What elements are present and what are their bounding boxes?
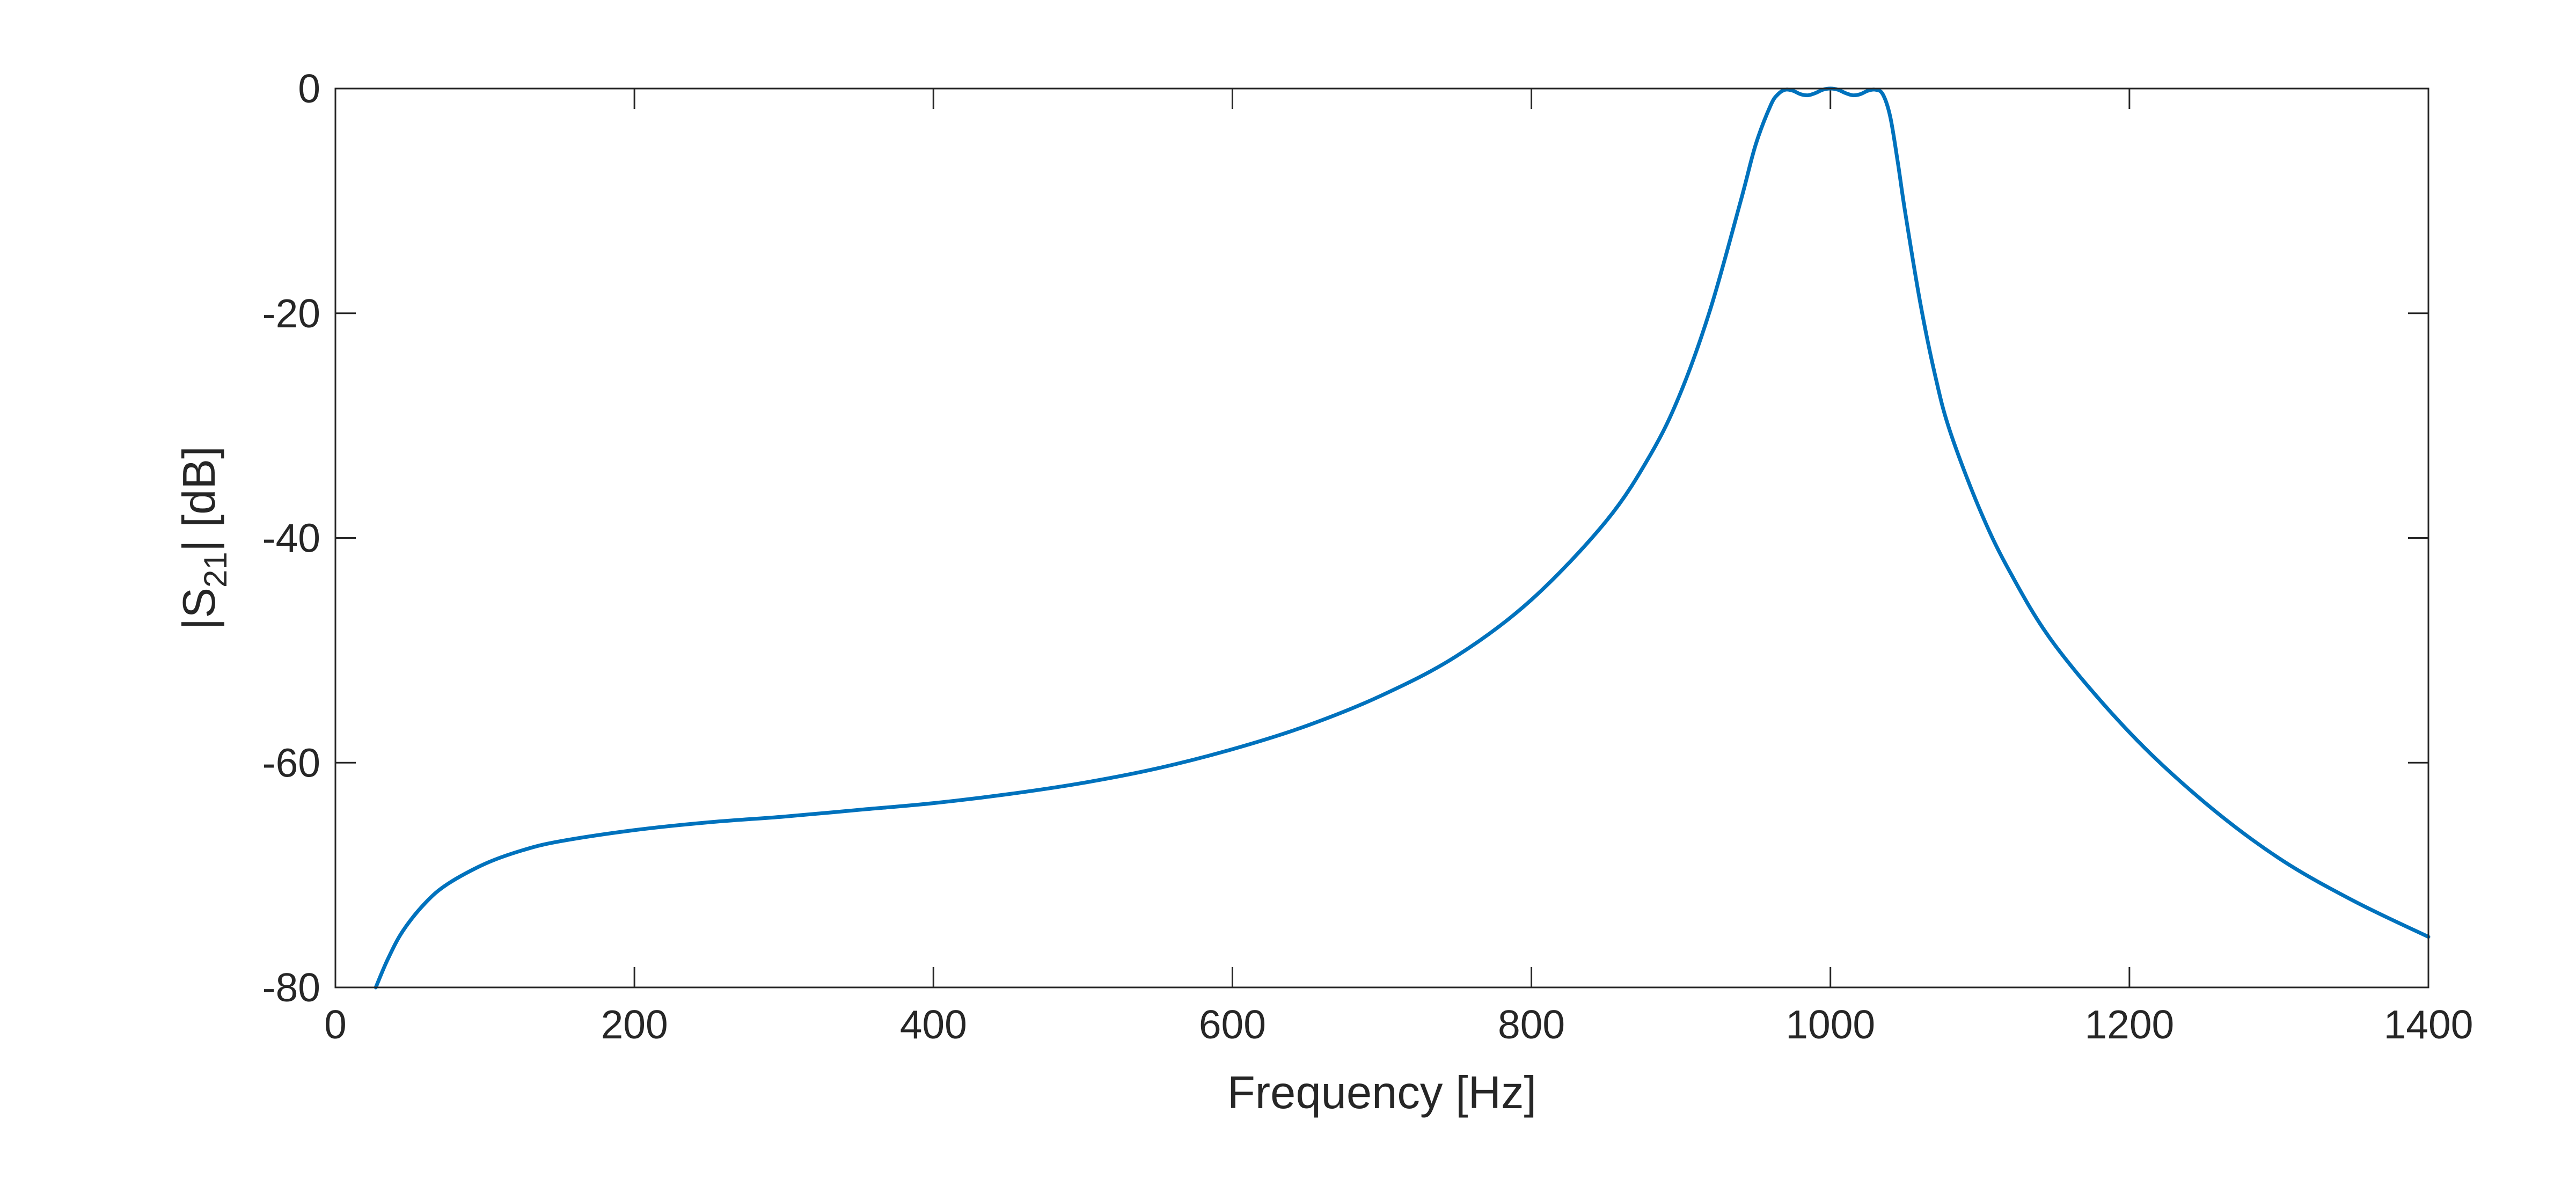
y-axis-label-pre: |S: [174, 588, 225, 630]
y-tick-label: -80: [262, 965, 320, 1010]
tick-labels: 0 200 400 600 800 1000 1200 1400 0 -20 -40 -60 -80: [262, 66, 2473, 1047]
y-axis-label-sub: 21: [197, 552, 233, 588]
y-tick-label: -20: [262, 291, 320, 336]
x-tick-label: 1400: [2384, 1002, 2473, 1047]
x-tick-label: 600: [1199, 1002, 1266, 1047]
y-tick-label: 0: [298, 66, 320, 111]
x-tick-label: 0: [324, 1002, 347, 1047]
x-axis-label: Frequency [Hz]: [1227, 1067, 1536, 1118]
series-line: [374, 86, 2431, 990]
y-axis-label-post: | [dB]: [174, 446, 225, 552]
x-tick-label: 1000: [1785, 1002, 1875, 1047]
y-tick-label: -60: [262, 740, 320, 785]
x-tick-label: 200: [601, 1002, 668, 1047]
x-tick-label: 400: [900, 1002, 967, 1047]
axes-box: [334, 87, 2429, 988]
x-tick-label: 1200: [2084, 1002, 2174, 1047]
y-tick-label: -40: [262, 516, 320, 561]
plot-area: [335, 89, 2428, 987]
x-tick-label: 800: [1498, 1002, 1565, 1047]
y-axis-label: |S21| [dB]: [174, 446, 233, 629]
